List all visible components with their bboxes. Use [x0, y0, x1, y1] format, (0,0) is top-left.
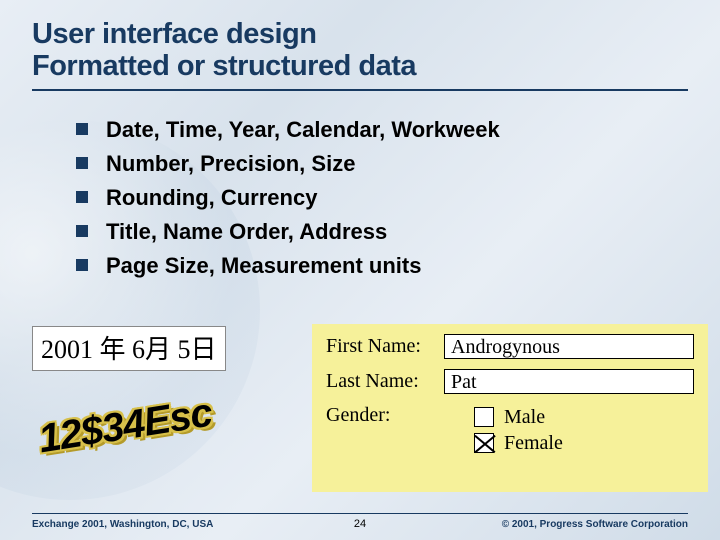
first-name-field[interactable]: Androgynous [444, 334, 694, 359]
last-name-label: Last Name: [326, 370, 444, 393]
examples-left: 2001 年 6月 5日 12$34Esc [32, 324, 312, 492]
bullet-item: Title, Name Order, Address [76, 215, 688, 249]
bullet-item: Date, Time, Year, Calendar, Workweek [76, 113, 688, 147]
title-underline [32, 89, 688, 91]
checkbox-male[interactable] [474, 407, 494, 427]
gender-row: Gender: Male Female [326, 404, 694, 456]
bullet-item: Number, Precision, Size [76, 147, 688, 181]
footer-page-number: 24 [354, 518, 366, 530]
title-line-2: Formatted or structured data [32, 50, 688, 82]
bullet-item: Page Size, Measurement units [76, 249, 688, 283]
footer: Exchange 2001, Washington, DC, USA 24 © … [32, 519, 688, 530]
last-name-row: Last Name: Pat [326, 369, 694, 394]
title-line-1: User interface design [32, 18, 688, 50]
checkbox-female[interactable] [474, 433, 494, 453]
female-label: Female [504, 432, 563, 455]
first-name-label: First Name: [326, 335, 444, 358]
gender-option-female[interactable]: Female [474, 430, 563, 456]
gender-option-male[interactable]: Male [474, 404, 563, 430]
slide: User interface design Formatted or struc… [0, 0, 720, 540]
first-name-row: First Name: Androgynous [326, 334, 694, 359]
male-label: Male [504, 406, 545, 429]
footer-rule [32, 513, 688, 514]
bullet-list: Date, Time, Year, Calendar, Workweek Num… [76, 113, 688, 283]
slide-title: User interface design Formatted or struc… [32, 18, 688, 91]
examples-area: 2001 年 6月 5日 12$34Esc First Name: Androg… [32, 324, 708, 492]
gender-options: Male Female [474, 404, 563, 456]
bullet-item: Rounding, Currency [76, 181, 688, 215]
currency-example: 12$34Esc [36, 391, 215, 463]
gender-label: Gender: [326, 404, 444, 427]
footer-left: Exchange 2001, Washington, DC, USA [32, 519, 213, 530]
footer-right: © 2001, Progress Software Corporation [502, 519, 688, 530]
date-example: 2001 年 6月 5日 [32, 326, 226, 371]
form-example: First Name: Androgynous Last Name: Pat G… [312, 324, 708, 492]
last-name-field[interactable]: Pat [444, 369, 694, 394]
